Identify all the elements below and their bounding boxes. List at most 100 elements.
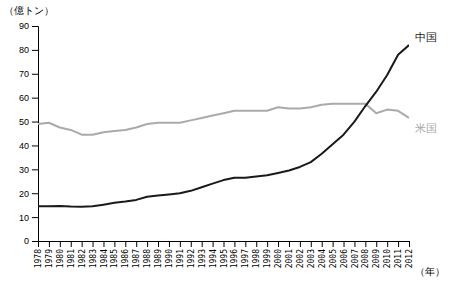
x-tick-label: 2000 (274, 249, 283, 268)
x-tick: 1997 (241, 241, 250, 268)
x-tick: 1993 (198, 241, 207, 268)
x-tick-label: 1981 (67, 249, 76, 268)
x-tick: 1983 (89, 241, 98, 268)
x-tick-mark (60, 241, 61, 247)
x-tick-mark (311, 241, 312, 247)
x-tick: 1990 (165, 241, 174, 268)
x-tick: 1996 (230, 241, 239, 268)
series-line (38, 45, 409, 207)
x-tick: 1999 (263, 241, 272, 268)
y-tick-mark (32, 50, 38, 51)
y-tick-mark (32, 74, 38, 75)
x-tick-mark (49, 241, 50, 247)
series-label: 中国 (415, 31, 437, 44)
y-axis: 0102030405060708090 (19, 21, 39, 246)
x-tick-mark (82, 241, 83, 247)
y-tick-label: 70 (19, 69, 29, 79)
x-tick: 2008 (361, 241, 370, 268)
x-tick-mark (234, 241, 235, 247)
x-tick-label: 1979 (45, 249, 54, 268)
x-tick-label: 1985 (110, 249, 119, 268)
x-tick-label: 2008 (361, 249, 370, 268)
x-tick-label: 1988 (143, 249, 152, 268)
x-tick-mark (289, 241, 290, 247)
x-tick-mark (344, 241, 345, 247)
chart: 0102030405060708090197819791980198119821… (0, 0, 459, 285)
x-tick-label: 1987 (132, 249, 141, 268)
x-tick: 1998 (252, 241, 261, 268)
x-axis: 1978197919801981198219831984198519861987… (34, 241, 414, 268)
x-tick-label: 2002 (296, 249, 305, 268)
x-tick-label: 1996 (230, 249, 239, 268)
x-tick-mark (93, 241, 94, 247)
y-tick-label: 90 (19, 21, 29, 31)
y-tick-label: 0 (24, 236, 29, 246)
x-tick-label: 1999 (263, 249, 272, 268)
y-tick: 70 (19, 69, 38, 79)
x-tick: 1989 (154, 241, 163, 268)
x-tick-label: 1992 (187, 249, 196, 268)
x-tick: 2001 (285, 241, 294, 268)
labels: 米国中国 (415, 31, 437, 135)
x-tick-mark (103, 241, 104, 247)
x-tick: 1985 (110, 241, 119, 268)
y-tick-mark (32, 122, 38, 123)
x-tick-mark (398, 241, 399, 247)
x-tick-label: 1991 (176, 249, 185, 268)
y-tick-label: 60 (19, 93, 29, 103)
x-tick-label: 2011 (394, 249, 403, 268)
x-tick-label: 1993 (198, 249, 207, 268)
y-tick-mark (32, 98, 38, 99)
y-tick-label: 50 (19, 117, 29, 127)
x-tick: 1995 (220, 241, 229, 268)
x-tick-mark (38, 241, 39, 247)
y-tick: 90 (19, 21, 38, 31)
x-tick: 2012 (405, 241, 414, 268)
x-tick-mark (224, 241, 225, 247)
x-tick: 1994 (209, 241, 218, 268)
x-tick: 2005 (329, 241, 338, 268)
x-tick: 1992 (187, 241, 196, 268)
y-tick-mark (32, 145, 38, 146)
x-tick-mark (365, 241, 366, 247)
y-tick-label: 40 (19, 141, 29, 151)
x-tick-mark (71, 241, 72, 247)
x-tick-mark (376, 241, 377, 247)
x-tick-label: 1980 (56, 249, 65, 268)
y-tick: 50 (19, 117, 38, 127)
x-tick-label: 1997 (241, 249, 250, 268)
x-tick: 2003 (307, 241, 316, 268)
x-tick: 1980 (56, 241, 65, 268)
x-tick-label: 1998 (252, 249, 261, 268)
x-tick-label: 1984 (100, 249, 109, 268)
series-line (38, 104, 409, 135)
x-tick-label: 2012 (405, 249, 414, 268)
plot: 0102030405060708090197819791980198119821… (4, 5, 445, 277)
x-tick-mark (387, 241, 388, 247)
y-tick-mark (32, 241, 38, 242)
x-tick-label: 2004 (318, 249, 327, 268)
y-tick-mark (32, 193, 38, 194)
y-axis-label: （億トン） (4, 5, 54, 16)
x-tick: 2000 (274, 241, 283, 268)
x-tick-mark (300, 241, 301, 247)
x-tick: 2002 (296, 241, 305, 268)
x-tick: 1991 (176, 241, 185, 268)
x-tick-label: 1989 (154, 249, 163, 268)
x-axis-line (39, 242, 410, 248)
x-tick-label: 1983 (89, 249, 98, 268)
x-axis-label: （年） (415, 266, 445, 277)
x-tick-label: 2010 (383, 249, 392, 268)
x-tick-label: 2007 (351, 249, 360, 268)
y-tick-mark (32, 26, 38, 27)
x-tick-label: 2009 (372, 249, 381, 268)
series-label: 米国 (415, 122, 437, 135)
x-tick-mark (409, 241, 410, 247)
x-tick-mark (136, 241, 137, 247)
x-tick-mark (125, 241, 126, 247)
y-tick-label: 20 (19, 189, 29, 199)
x-tick: 1986 (121, 241, 130, 268)
x-tick: 2009 (372, 241, 381, 268)
x-tick: 1988 (143, 241, 152, 268)
x-tick: 2007 (351, 241, 360, 268)
